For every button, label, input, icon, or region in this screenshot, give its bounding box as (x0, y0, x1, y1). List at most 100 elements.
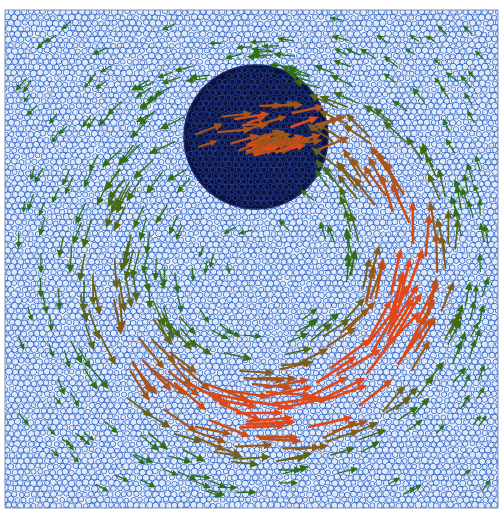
grain-particle (328, 274, 336, 282)
grain-particle (11, 137, 18, 143)
grain-particle (81, 214, 88, 221)
grain-particle (408, 113, 416, 121)
grain-particle (391, 10, 399, 15)
grain-particle (98, 20, 104, 27)
grain-particle (5, 103, 11, 110)
grain-particle (459, 81, 466, 88)
grain-particle (98, 286, 104, 292)
grain-particle (331, 202, 339, 209)
grain-particle (74, 157, 83, 165)
grain-particle (417, 75, 425, 82)
grain-particle (347, 52, 356, 60)
grain-particle (487, 120, 494, 127)
grain-particle (437, 352, 444, 359)
grain-particle (177, 246, 184, 254)
grain-particle (267, 313, 274, 320)
grain-particle (100, 25, 108, 32)
grain-particle (455, 19, 464, 27)
grain-particle (5, 257, 12, 264)
grain-particle (138, 325, 146, 333)
grain-particle (171, 346, 178, 354)
grain-particle (56, 279, 64, 287)
grain-particle (84, 152, 91, 159)
grain-particle (157, 59, 165, 67)
grain-particle (190, 48, 197, 55)
grain-particle (242, 268, 249, 275)
grain-particle (376, 81, 383, 87)
grain-particle (117, 120, 125, 127)
grain-particle (348, 10, 355, 15)
grain-particle (369, 314, 376, 321)
grain-particle (494, 175, 498, 182)
grain-particle (340, 307, 348, 315)
grain-particle (5, 31, 8, 39)
grain-particle (17, 135, 24, 143)
grain-particle (485, 136, 491, 142)
grain-particle (389, 258, 396, 265)
grain-particle (229, 246, 237, 254)
grain-particle (417, 118, 424, 126)
grain-particle (401, 258, 408, 264)
grain-particle (133, 358, 140, 364)
grain-particle (283, 30, 291, 38)
grain-particle (481, 86, 488, 93)
grain-particle (79, 197, 86, 204)
grain-particle (100, 313, 108, 321)
grain-particle (138, 25, 146, 33)
grain-particle (159, 37, 165, 44)
grain-particle (279, 247, 287, 255)
grain-particle (469, 142, 476, 149)
grain-particle (11, 126, 18, 133)
grain-particle (388, 247, 395, 254)
grain-particle (112, 47, 120, 55)
grain-particle (328, 351, 336, 359)
grain-particle (36, 146, 44, 154)
grain-particle (231, 219, 238, 226)
grain-particle (197, 80, 204, 87)
grain-particle (491, 146, 498, 153)
grain-particle (261, 279, 268, 287)
grain-particle (430, 153, 438, 160)
grain-particle (98, 253, 106, 260)
grain-particle (71, 196, 79, 204)
grain-particle (223, 302, 230, 309)
grain-particle (215, 213, 223, 221)
grain-particle (72, 174, 79, 181)
grain-particle (473, 224, 479, 231)
grain-particle (214, 219, 220, 225)
grain-particle (88, 248, 95, 254)
grain-particle (404, 196, 412, 204)
grain-particle (372, 74, 380, 82)
grain-particle (300, 248, 306, 254)
grain-particle (101, 280, 107, 287)
grain-particle (55, 69, 62, 76)
grain-particle (396, 125, 402, 131)
grain-particle (85, 186, 92, 192)
grain-particle (264, 20, 271, 28)
grain-particle (296, 30, 302, 37)
grain-particle (492, 292, 498, 298)
grain-particle (251, 274, 258, 282)
grain-particle (254, 314, 261, 321)
grain-particle (309, 75, 316, 82)
grain-particle (365, 207, 373, 215)
grain-particle (367, 252, 374, 258)
grain-particle (136, 63, 143, 71)
grain-particle (350, 202, 357, 209)
grain-particle (133, 203, 140, 209)
grain-particle (218, 19, 226, 27)
grain-particle (328, 252, 336, 259)
grain-particle (352, 64, 361, 72)
grain-particle (217, 314, 224, 321)
grain-particle (124, 52, 131, 59)
grain-particle (184, 235, 192, 243)
grain-particle (452, 70, 459, 77)
grain-particle (11, 280, 17, 286)
grain-particle (407, 169, 414, 176)
grain-particle (382, 291, 389, 298)
grain-particle (207, 31, 214, 38)
grain-particle (303, 252, 310, 259)
grain-particle (498, 15, 502, 20)
grain-particle (39, 241, 46, 248)
grain-particle (145, 24, 153, 33)
